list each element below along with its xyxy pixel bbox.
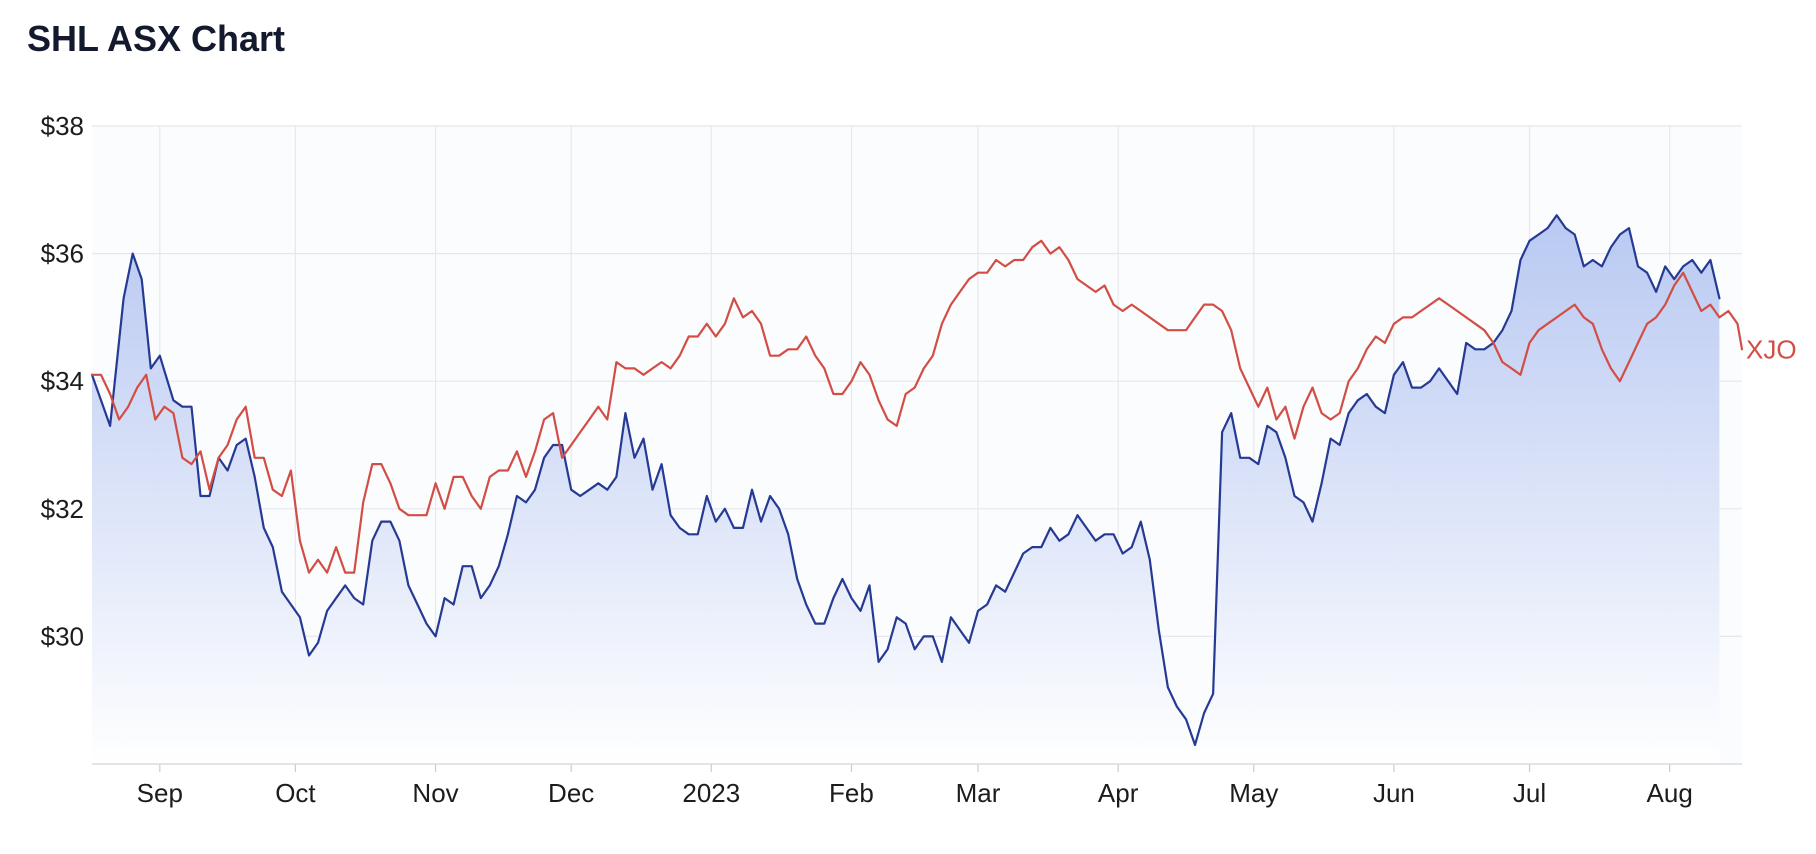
shl-line <box>90 214 1721 747</box>
x-tick-label: 2023 <box>682 778 740 808</box>
y-tick-label: $34 <box>41 366 84 396</box>
y-tick-label: $32 <box>41 494 84 524</box>
shl-area <box>92 215 1720 765</box>
x-tick-label: Dec <box>548 778 594 808</box>
chart-title: SHL ASX Chart <box>27 18 286 59</box>
x-tick-label: Mar <box>956 778 1001 808</box>
x-tick-label: Nov <box>412 778 458 808</box>
x-tick-label: Apr <box>1098 778 1139 808</box>
x-tick-label: May <box>1229 778 1278 808</box>
line-layer <box>90 214 1744 747</box>
x-tick-label: Feb <box>829 778 874 808</box>
x-tick-label: Jun <box>1373 778 1415 808</box>
y-tick-label: $36 <box>41 239 84 269</box>
series-labels: XJO <box>1746 334 1797 364</box>
xjo-series-label: XJO <box>1746 334 1797 364</box>
xjo-line <box>90 239 1744 574</box>
y-tick-label: $38 <box>41 111 84 141</box>
x-tick-label: Oct <box>275 778 316 808</box>
y-axis: $38 $36 $34 $32 $30 <box>41 111 84 651</box>
y-tick-label: $30 <box>41 621 84 651</box>
x-tick-label: Sep <box>137 778 183 808</box>
x-tick-label: Aug <box>1647 778 1693 808</box>
x-tick-label: Jul <box>1513 778 1546 808</box>
x-axis: Sep Oct Nov Dec 2023 Feb Mar Apr May Jun Jul Aug <box>137 764 1693 808</box>
area-layer <box>92 215 1720 765</box>
